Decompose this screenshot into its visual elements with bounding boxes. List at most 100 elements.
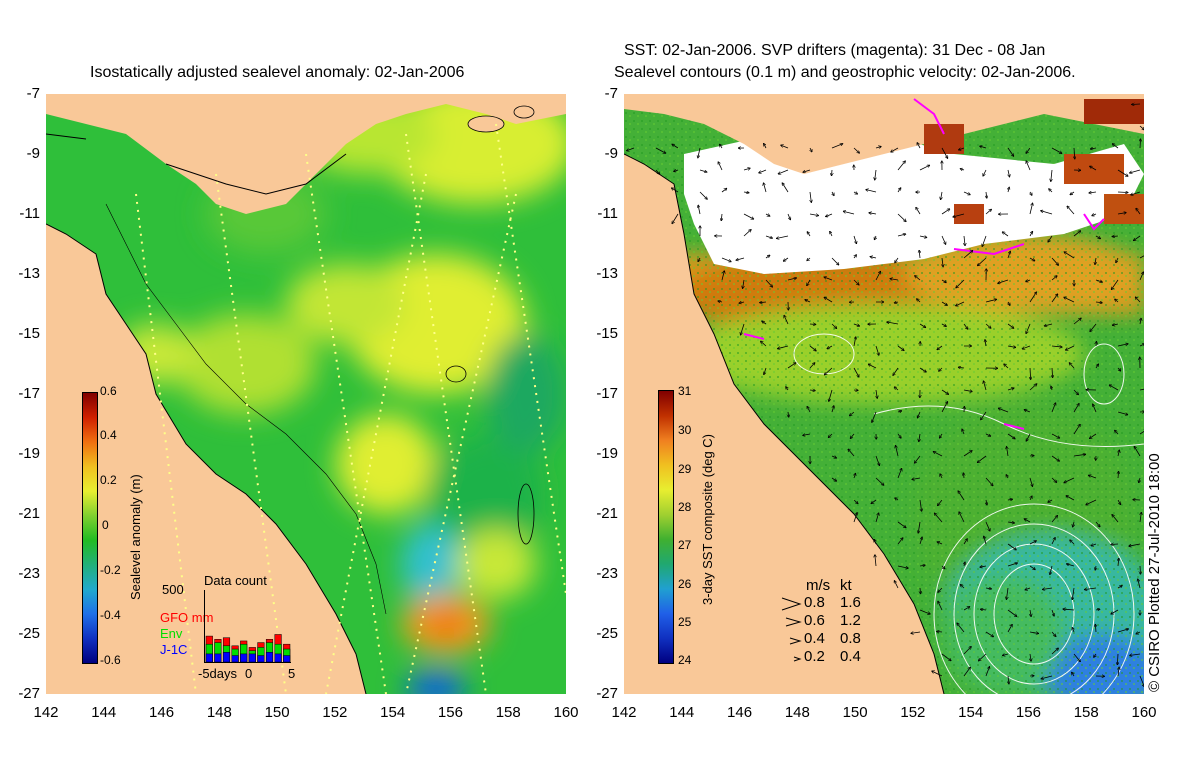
velocity-arrow — [829, 389, 833, 402]
velocity-arrow — [1007, 499, 1013, 500]
velocity-arrow — [897, 565, 908, 568]
velocity-arrow — [1026, 433, 1031, 441]
velocity-arrow — [1063, 609, 1075, 610]
velocity-arrow — [1090, 323, 1097, 332]
velocity-arrow — [875, 345, 879, 355]
velocity-arrow — [1006, 587, 1009, 600]
x-tick-label: 154 — [958, 704, 984, 721]
velocity-arrow — [940, 474, 942, 479]
velocity-arrow — [895, 257, 899, 263]
velocity-arrow — [849, 411, 855, 416]
velocity-arrow — [1052, 367, 1053, 378]
y-tick-label: -25 — [18, 625, 40, 642]
velocity-legend-kt-0: 1.6 — [840, 594, 861, 611]
velocity-arrow — [1030, 367, 1031, 380]
velocity-arrow — [1029, 257, 1035, 261]
velocity-arrow — [1051, 648, 1058, 655]
velocity-arrow — [1041, 211, 1053, 215]
velocity-arrow — [1041, 675, 1053, 679]
velocity-arrow — [1008, 301, 1010, 305]
velocity-arrow — [955, 301, 965, 306]
velocity-arrow — [831, 169, 832, 176]
j1c-bar — [274, 653, 282, 662]
velocity-arrow — [985, 666, 990, 677]
velocity-arrow — [743, 279, 744, 289]
velocity-arrow — [868, 364, 877, 369]
velocity-arrow — [809, 390, 815, 391]
velocity-arrow — [1007, 388, 1014, 390]
velocity-arrow — [809, 363, 815, 369]
sla-colorbar-tick: 0.2 — [100, 473, 117, 487]
velocity-arrow — [824, 277, 833, 281]
velocity-arrow — [1029, 565, 1035, 570]
velocity-arrow — [875, 169, 876, 180]
velocity-arrow — [876, 389, 877, 398]
velocity-legend-ms-1: 0.6 — [804, 612, 825, 629]
velocity-arrow — [1117, 169, 1128, 176]
velocity-arrow — [803, 434, 811, 435]
velocity-arrow — [897, 433, 901, 438]
legend-gfo: GFO mm — [160, 610, 214, 625]
velocity-arrow — [807, 279, 811, 286]
y-tick-label: -7 — [604, 85, 618, 102]
velocity-arrow — [934, 513, 943, 523]
velocity-arrow — [941, 389, 949, 394]
velocity-arrow — [964, 562, 965, 567]
velocity-arrow — [980, 566, 987, 567]
velocity-arrow — [1115, 430, 1119, 435]
velocity-arrow — [1090, 166, 1097, 171]
velocity-arrow — [875, 555, 876, 567]
velocity-arrow — [777, 345, 789, 349]
velocity-arrow — [1095, 257, 1096, 265]
velocity-arrow — [1136, 208, 1141, 215]
velocity-arrow — [672, 144, 679, 149]
velocity-arrow — [1094, 653, 1096, 657]
velocity-arrow — [872, 411, 877, 423]
env-bar — [240, 643, 248, 662]
velocity-arrow — [981, 411, 987, 420]
velocity-arrow — [831, 323, 837, 329]
velocity-arrow — [897, 234, 906, 237]
velocity-arrow — [941, 235, 946, 244]
velocity-arrow — [787, 363, 796, 369]
x-tick-label: 144 — [669, 704, 695, 721]
velocity-arrow — [963, 646, 971, 655]
velocity-arrow — [1051, 346, 1062, 347]
velocity-arrow — [1051, 609, 1054, 616]
velocity-arrow — [919, 165, 930, 171]
velocity-arrow — [1072, 627, 1074, 633]
velocity-arrow — [958, 367, 965, 368]
velocity-arrow — [964, 235, 965, 246]
velocity-arrow — [1118, 558, 1119, 567]
velocity-arrow — [1109, 385, 1119, 391]
velocity-arrow — [765, 235, 773, 238]
velocity-arrow — [919, 433, 920, 442]
velocity-arrow — [1117, 411, 1128, 415]
velocity-arrow — [853, 279, 859, 285]
j1c-bar — [257, 655, 265, 662]
x-tick-label: 160 — [553, 704, 579, 721]
sst-colorbar-tick: 26 — [678, 577, 692, 591]
velocity-legend-ms-header: m/s — [806, 577, 831, 594]
velocity-arrow — [1073, 653, 1080, 662]
sealevel-anomaly-map-svg — [46, 94, 566, 694]
velocity-arrow — [875, 513, 879, 523]
y-tick-label: -9 — [26, 145, 40, 162]
velocity-arrow — [1051, 276, 1057, 281]
australia-coastline — [46, 223, 367, 694]
sst-colorbar-tick: 31 — [678, 384, 692, 398]
velocity-arrow — [1022, 345, 1031, 349]
velocity-arrow — [917, 142, 921, 149]
velocity-arrow — [1139, 125, 1144, 130]
sla-colorbar-tick: 0 — [102, 518, 109, 532]
velocity-arrow — [1002, 232, 1009, 237]
velocity-legend-kt-1: 1.2 — [840, 612, 861, 629]
velocity-arrow — [998, 279, 1009, 283]
velocity-arrow — [1140, 318, 1141, 325]
velocity-arrow — [933, 451, 943, 457]
velocity-arrow — [1073, 424, 1080, 435]
velocity-arrow — [1024, 410, 1031, 413]
velocity-arrow — [1095, 279, 1102, 282]
copyright-text: © CSIRO Plotted 27-Jul-2010 18:00 — [1146, 453, 1163, 692]
velocity-arrow — [1066, 496, 1075, 501]
